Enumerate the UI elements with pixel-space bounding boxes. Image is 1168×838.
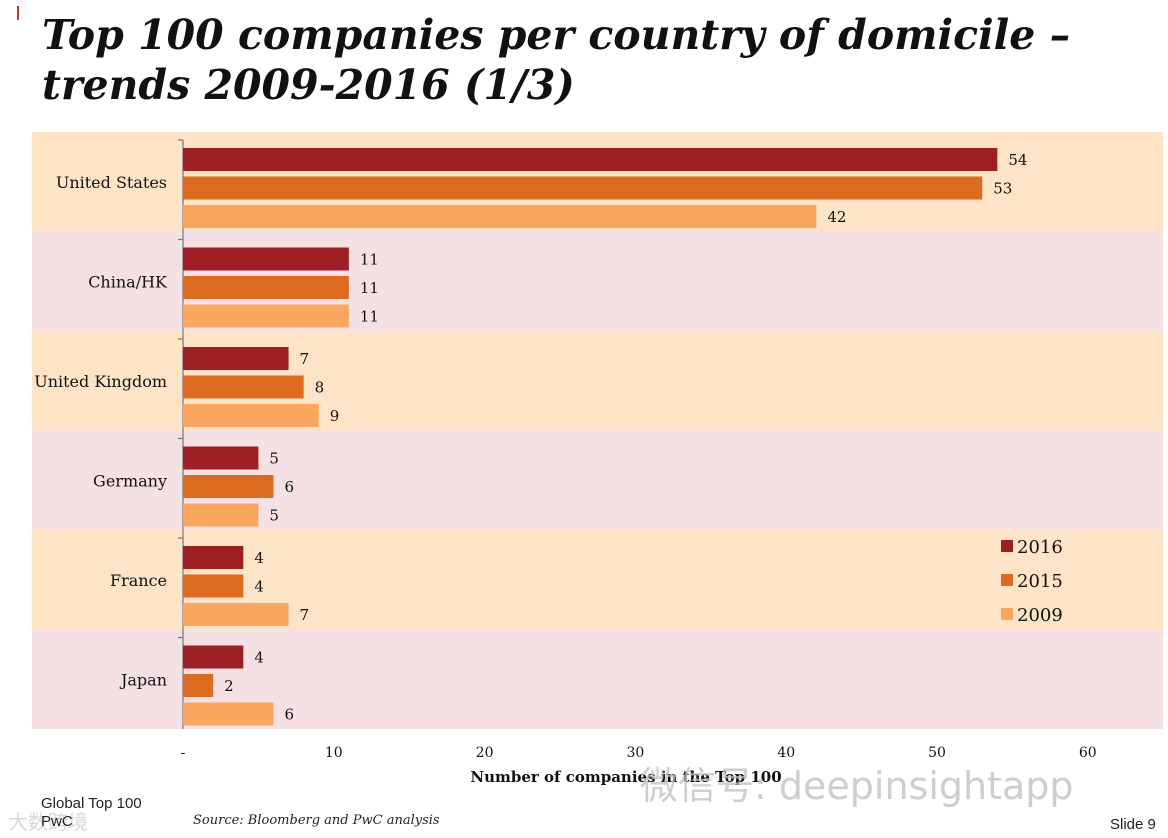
bar-value-label: 8 [315, 379, 325, 397]
watermark-corner-text: 大数跨境 [8, 810, 88, 834]
bar-2009 [183, 404, 319, 427]
bar-value-label: 42 [827, 208, 846, 226]
bar-value-label: 9 [330, 407, 340, 425]
footer-left: Global Top 100 PwC [41, 795, 142, 831]
bar-2009 [183, 702, 274, 726]
x-tick-label: 20 [476, 745, 494, 761]
bar-2015 [183, 276, 349, 299]
x-tick-label: - [181, 745, 186, 761]
bar-2015 [183, 375, 304, 399]
slide-title-line-2: trends 2009-2016 (1/3) [42, 61, 575, 109]
bar-2009 [183, 304, 349, 328]
category-label: United Kingdom [34, 372, 167, 391]
slide-title-line-1: Top 100 companies per country of domicil… [42, 11, 1071, 59]
bar-value-label: 4 [254, 649, 264, 667]
bar-value-label: 4 [254, 549, 264, 567]
x-tick-label: 30 [626, 745, 644, 761]
bar-2015 [183, 574, 244, 598]
legend-label: 2015 [1017, 571, 1063, 592]
bar-value-label: 53 [993, 180, 1012, 198]
x-tick-label: 60 [1079, 745, 1097, 761]
category-label: China/HK [88, 273, 168, 292]
bar-value-label: 6 [284, 478, 294, 496]
bar-value-label: 5 [269, 450, 279, 468]
bar-2016 [183, 148, 998, 171]
bar-value-label: 11 [360, 308, 379, 326]
bar-value-label: 11 [360, 279, 379, 297]
legend-swatch-2009 [1001, 608, 1013, 620]
legend-label: 2009 [1017, 605, 1063, 626]
category-label: Japan [119, 671, 167, 690]
bar-value-label: 6 [284, 706, 294, 724]
bar-value-label: 11 [360, 251, 379, 269]
footer-report-name: Global Top 100 [41, 795, 142, 812]
slide-number: Slide 9 [1110, 816, 1156, 833]
legend-swatch-2015 [1001, 574, 1013, 586]
bar-2016 [183, 347, 289, 370]
bar-2009 [183, 205, 817, 228]
x-tick-label: 10 [325, 745, 343, 761]
x-tick-label: 50 [928, 745, 946, 761]
bar-2016 [183, 546, 244, 569]
legend-label: 2016 [1017, 537, 1063, 558]
bar-2009 [183, 603, 289, 626]
x-axis-title: Number of companies in the Top 100 [470, 768, 781, 786]
footer-company: PwC [41, 813, 73, 830]
slide-title: Top 100 companies per country of domicil… [42, 10, 1142, 110]
bar-2009 [183, 503, 259, 527]
category-label: Germany [93, 472, 167, 491]
bar-value-label: 7 [300, 350, 310, 368]
bar-value-label: 2 [224, 677, 234, 695]
bar-2015 [183, 176, 983, 200]
bar-value-label: 54 [1008, 151, 1027, 169]
category-label: United States [56, 173, 167, 192]
legend-swatch-2016 [1001, 540, 1013, 552]
bar-2015 [183, 674, 214, 697]
bar-value-label: 5 [269, 507, 279, 525]
bar-2016 [183, 645, 244, 669]
bar-2016 [183, 446, 259, 470]
category-label: France [110, 571, 167, 590]
bar-2016 [183, 247, 349, 271]
bar-2015 [183, 475, 274, 498]
x-tick-label: 40 [777, 745, 795, 761]
bar-value-label: 4 [254, 578, 264, 596]
corner-accent-mark [17, 6, 19, 20]
source-note: Source: Bloomberg and PwC analysis [193, 813, 440, 828]
watermark-text: 微信号: deepinsightapp [640, 764, 1074, 808]
bar-value-label: 7 [300, 606, 310, 624]
